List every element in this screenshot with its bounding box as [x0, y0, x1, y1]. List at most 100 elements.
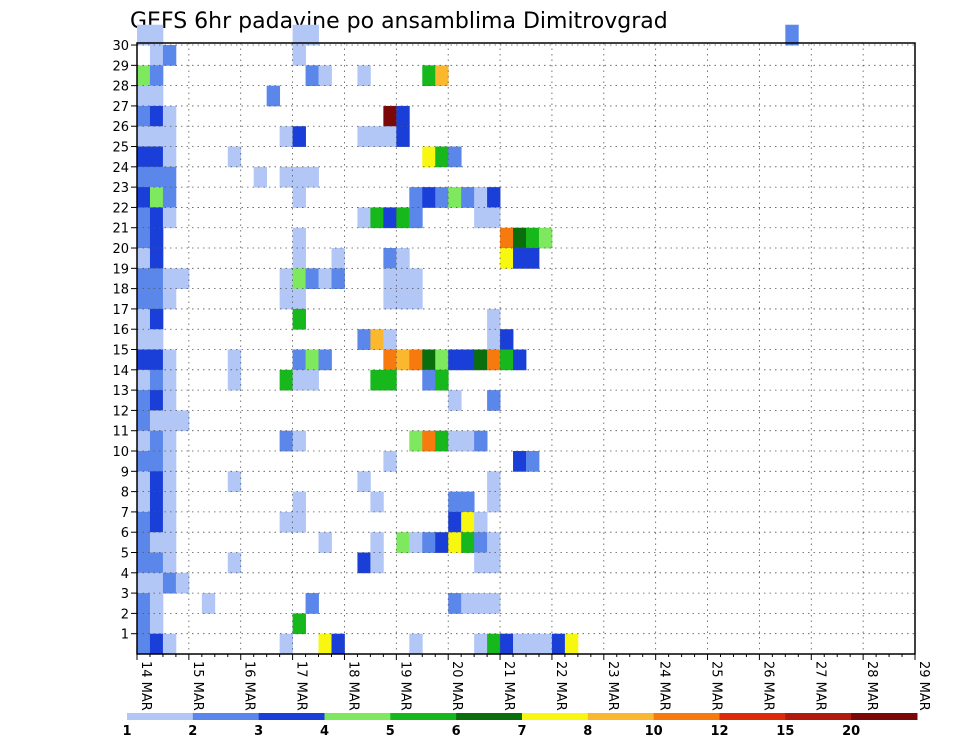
heatmap-cell	[318, 349, 332, 371]
heatmap-cell	[292, 369, 306, 391]
heatmap-cell	[422, 187, 436, 208]
heatmap-cell	[383, 268, 397, 290]
heatmap-cell	[137, 491, 151, 513]
heatmap-cell	[461, 511, 475, 533]
heatmap-cell	[513, 451, 527, 472]
heatmap-cell	[409, 430, 423, 452]
heatmap-cell	[474, 593, 488, 614]
heatmap-cell	[137, 430, 151, 452]
heatmap-cell	[357, 329, 371, 350]
heatmap-cell	[279, 268, 293, 290]
colorbar-label: 6	[452, 724, 461, 739]
heatmap-cell	[137, 227, 151, 249]
heatmap-cell	[448, 511, 462, 533]
heatmap-cell	[474, 532, 488, 553]
y-tick-label: 25	[112, 141, 129, 156]
heatmap-cell	[279, 166, 293, 188]
y-tick-label: 18	[112, 283, 129, 298]
colorbar-label: 15	[776, 724, 794, 739]
heatmap-cell	[162, 187, 177, 208]
heatmap-cell	[318, 65, 332, 87]
heatmap-cell	[331, 248, 345, 269]
heatmap-cell	[448, 390, 462, 411]
colorbar-swatch	[456, 713, 523, 720]
heatmap-cell	[448, 491, 462, 513]
heatmap-cell	[137, 65, 151, 87]
heatmap-cell	[137, 187, 151, 208]
heatmap-cell	[149, 45, 164, 66]
heatmap-cell	[526, 227, 540, 249]
heatmap-cell	[227, 349, 242, 371]
heatmap-cell	[500, 633, 514, 655]
colorbar-label: 2	[188, 724, 197, 739]
y-tick-label: 10	[112, 445, 129, 460]
heatmap-cell	[292, 288, 306, 310]
heatmap-cell	[149, 308, 164, 330]
y-tick-label: 5	[121, 547, 129, 562]
heatmap-cell	[227, 369, 242, 391]
heatmap-cell	[149, 593, 164, 614]
heatmap-cell	[279, 430, 293, 452]
heatmap-cell	[149, 451, 164, 472]
heatmap-cell	[318, 532, 332, 553]
colorbar-swatch	[192, 713, 260, 720]
colorbar-swatch	[851, 713, 918, 720]
heatmap-cell	[149, 410, 164, 432]
heatmap-cell	[162, 369, 177, 391]
heatmap-cell	[292, 166, 306, 188]
y-tick-label: 17	[112, 303, 129, 318]
heatmap-cell	[370, 126, 384, 147]
heatmap-cell	[435, 369, 449, 391]
heatmap-cell	[383, 207, 397, 229]
colorbar-label: 1	[122, 724, 131, 739]
heatmap-cell	[162, 511, 177, 533]
heatmap-cell	[461, 532, 475, 553]
heatmap-cell	[149, 491, 164, 513]
heatmap-cell	[292, 349, 306, 371]
heatmap-cell	[292, 248, 306, 269]
heatmap-cell	[305, 24, 319, 46]
heatmap-cell	[370, 207, 384, 229]
colorbar-swatch	[127, 713, 194, 720]
heatmap-cell	[137, 248, 151, 269]
heatmap-cell	[435, 532, 449, 553]
heatmap-cell	[137, 369, 151, 391]
y-tick-label: 6	[121, 526, 129, 541]
heatmap-cell	[461, 430, 475, 452]
heatmap-cell	[305, 349, 319, 371]
heatmap-cell	[487, 390, 501, 411]
colorbar-swatch	[653, 713, 720, 720]
heatmap-cell	[162, 105, 177, 127]
heatmap-cell	[396, 207, 410, 229]
heatmap-cell	[422, 146, 436, 168]
y-tick-label: 23	[112, 181, 129, 196]
heatmap-cell	[279, 369, 293, 391]
heatmap-cell	[396, 105, 410, 127]
x-tick-label: 24 MAR	[657, 661, 672, 711]
heatmap-cell	[162, 410, 177, 432]
heatmap-cell	[409, 207, 423, 229]
heatmap-cell	[149, 207, 164, 229]
heatmap-cell	[383, 369, 397, 391]
colorbar-swatch	[258, 713, 325, 720]
colorbar-swatch	[522, 713, 589, 720]
heatmap-cell	[383, 248, 397, 269]
x-tick-label: 14 MAR	[138, 661, 153, 711]
heatmap-cell	[435, 430, 449, 452]
colorbar: 1 2 3 4 5 6 7 8 10 12 15 20	[122, 713, 918, 739]
x-tick-label: 16 MAR	[242, 661, 257, 711]
heatmap-cell	[474, 187, 488, 208]
x-tick-label: 21 MAR	[501, 661, 516, 711]
heatmap-cell	[137, 410, 151, 432]
heatmap-cell	[305, 593, 319, 614]
y-tick-label: 12	[112, 404, 129, 419]
heatmap-cell	[461, 491, 475, 513]
heatmap-cell	[162, 471, 177, 493]
x-tick-label: 28 MAR	[864, 661, 879, 711]
heatmap-cell	[487, 308, 501, 330]
heatmap-cell	[137, 85, 151, 107]
heatmap-cell	[513, 227, 527, 249]
heatmap-cell	[474, 552, 488, 574]
y-tick-label: 16	[112, 323, 129, 338]
